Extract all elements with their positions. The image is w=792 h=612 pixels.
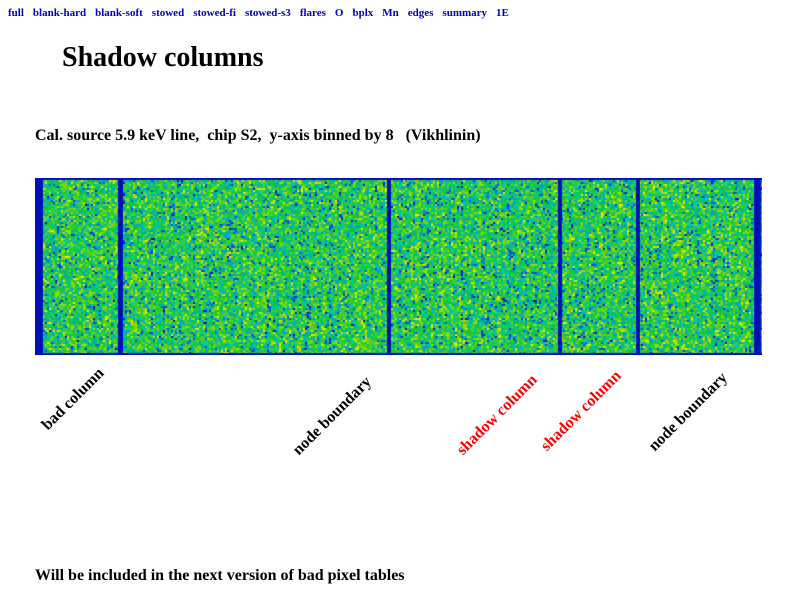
nav-link-o[interactable]: O [334,7,344,19]
nav-link-mn[interactable]: Mn [382,7,399,19]
footer-note: Will be included in the next version of … [35,567,405,584]
nav-link-edges[interactable]: edges [407,7,434,19]
calibration-figure [35,178,762,355]
nav-link-blank-soft[interactable]: blank-soft [95,7,143,19]
nav-link-1e[interactable]: 1E [496,7,509,19]
annotation-bad-column: bad column [38,364,108,434]
nav-link-stowed-s3[interactable]: stowed-s3 [244,7,291,19]
nav-link-blank-hard[interactable]: blank-hard [32,7,87,19]
annotation-node-boundary-2: node boundary [645,369,731,455]
nav-link-summary[interactable]: summary [442,7,488,19]
nav-link-full[interactable]: full [8,7,24,19]
nav-link-stowed[interactable]: stowed [151,7,185,19]
nav-link-bplx[interactable]: bplx [352,7,374,19]
annotation-shadow-column-1: shadow column [453,371,541,459]
annotation-shadow-column-2: shadow column [537,367,625,455]
figure-caption: Cal. source 5.9 keV line, chip S2, y-axi… [35,127,481,144]
top-nav: full blank-hard blank-soft stowed stowed… [8,3,514,21]
nav-link-flares[interactable]: flares [299,7,326,19]
page-title: Shadow columns [62,42,264,73]
nav-link-stowed-fi[interactable]: stowed-fi [193,7,236,19]
annotation-node-boundary-1: node boundary [289,373,375,459]
heatmap-image [35,178,762,355]
